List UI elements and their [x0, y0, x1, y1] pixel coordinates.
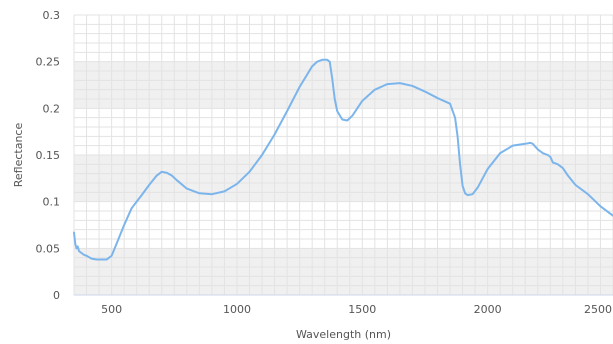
background-band	[74, 61, 613, 109]
y-axis-title: Reflectance	[12, 123, 25, 188]
x-tick-label: 2500	[584, 303, 612, 316]
x-tick-labels: 500 1000 1500 2000 2500	[101, 303, 612, 316]
y-tick-label: 0.1	[43, 196, 61, 209]
y-tick-label: 0	[53, 289, 60, 302]
y-tick-label: 0.25	[36, 56, 61, 69]
background-band	[74, 248, 613, 295]
x-tick-label: 1500	[348, 303, 376, 316]
x-tick-label: 500	[101, 303, 122, 316]
y-tick-label: 0.05	[36, 242, 61, 255]
series-layer	[73, 58, 613, 261]
y-tick-labels: 0 0.05 0.1 0.15 0.2 0.25 0.3	[36, 9, 61, 302]
series-line	[73, 58, 613, 261]
x-tick-label: 1000	[223, 303, 251, 316]
y-tick-label: 0.3	[43, 9, 61, 22]
background-band	[74, 155, 613, 202]
x-tick-label: 2000	[474, 303, 502, 316]
grid-lines	[73, 14, 613, 296]
y-tick-label: 0.2	[43, 102, 61, 115]
y-tick-label: 0.15	[36, 149, 61, 162]
background-bands	[74, 61, 613, 295]
x-axis-title: Wavelength (nm)	[296, 328, 391, 341]
